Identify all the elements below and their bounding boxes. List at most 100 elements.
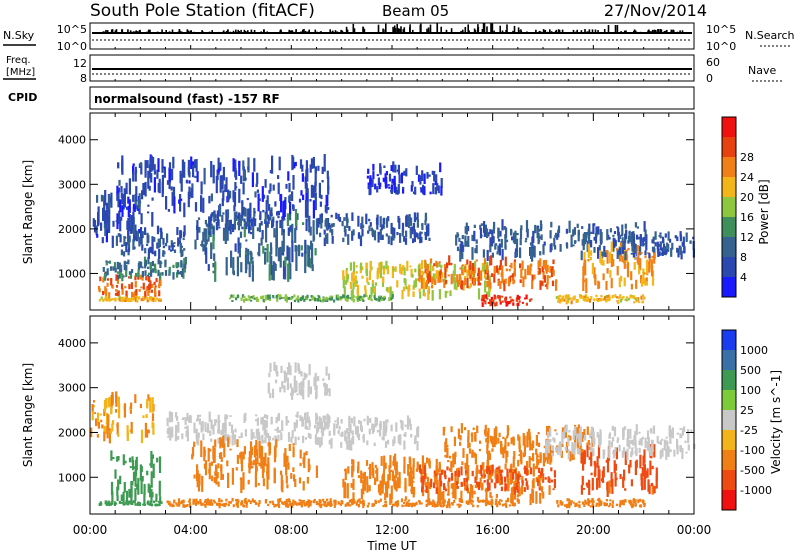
heatmap-cell (152, 157, 155, 170)
heatmap-cell (248, 212, 251, 222)
heatmap-cell (650, 482, 653, 487)
heatmap-cell (180, 250, 183, 257)
heatmap-cell (275, 379, 278, 384)
heatmap-cell (427, 227, 430, 237)
heatmap-cell (484, 469, 487, 472)
heatmap-cell (106, 412, 109, 423)
heatmap-cell (129, 501, 132, 504)
heatmap-cell (97, 422, 100, 429)
heatmap-cell (438, 467, 441, 472)
heatmap-cell (339, 297, 342, 301)
heatmap-cell (190, 187, 193, 198)
heatmap-cell (644, 278, 647, 286)
nsky-spike (501, 30, 504, 33)
heatmap-cell (403, 440, 406, 450)
heatmap-cell (512, 436, 515, 442)
heatmap-cell (516, 233, 519, 236)
heatmap-cell (613, 243, 616, 248)
heatmap-cell (574, 504, 577, 507)
heatmap-cell (217, 422, 220, 434)
nsky-spike (211, 30, 213, 33)
heatmap-cell (323, 382, 326, 387)
heatmap-cell (158, 480, 161, 496)
heatmap-cell (91, 404, 94, 421)
heatmap-cell (217, 463, 220, 469)
heatmap-cell (456, 485, 459, 489)
heatmap-cell (148, 283, 151, 289)
heatmap-cell (116, 423, 119, 428)
heatmap-cell (382, 505, 385, 508)
heatmap-cell (546, 282, 549, 290)
heatmap-cell (302, 378, 305, 388)
nsky-spike (427, 27, 430, 33)
nsky-spike (420, 23, 422, 33)
heatmap-cell (441, 469, 444, 475)
heatmap-cell (425, 486, 428, 493)
heatmap-cell (341, 431, 344, 437)
heatmap-cell (456, 468, 459, 476)
heatmap-cell (264, 295, 267, 298)
heatmap-cell (258, 198, 261, 201)
heatmap-cell (255, 457, 258, 475)
heatmap-cell (383, 165, 386, 168)
heatmap-cell (200, 502, 203, 506)
heatmap-cell (105, 262, 108, 266)
heatmap-cell (159, 501, 162, 504)
heatmap-cell (317, 503, 320, 505)
heatmap-cell (171, 168, 174, 181)
heatmap-cell (242, 182, 245, 195)
heatmap-cell (464, 462, 467, 470)
heatmap-cell (124, 236, 127, 239)
heatmap-cell (590, 296, 593, 300)
heatmap-cell (405, 230, 408, 238)
heatmap-cell (151, 297, 154, 300)
heatmap-cell (352, 229, 355, 236)
heatmap-cell (617, 437, 620, 441)
heatmap-cell (611, 478, 614, 494)
heatmap-cell (182, 499, 185, 504)
heatmap-cell (681, 447, 684, 460)
heatmap-cell (274, 504, 277, 507)
heatmap-cell (144, 270, 147, 276)
heatmap-cell (357, 503, 360, 507)
heatmap-cell (484, 300, 487, 305)
heatmap-cell (548, 478, 551, 484)
heatmap-cell (458, 237, 461, 242)
heatmap-cell (615, 296, 619, 299)
heatmap-cell (278, 156, 281, 171)
heatmap-cell (166, 233, 169, 243)
heatmap-cell (431, 503, 434, 507)
heatmap-cell (229, 415, 232, 417)
heatmap-cell (581, 501, 585, 505)
heatmap-cell (387, 474, 390, 489)
heatmap-cell (486, 280, 489, 288)
heatmap-cell (689, 240, 692, 244)
heatmap-cell (618, 444, 621, 452)
heatmap-cell (103, 210, 106, 228)
heatmap-cell (264, 436, 267, 444)
heatmap-cell (653, 486, 656, 494)
heatmap-cell (535, 477, 538, 483)
heatmap-cell (564, 294, 567, 299)
heatmap-cell (321, 180, 324, 183)
heatmap-cell (216, 502, 219, 506)
heatmap-cell (295, 251, 298, 271)
heatmap-cell (450, 483, 453, 489)
heatmap-cell (601, 251, 604, 259)
heatmap-cell (587, 502, 590, 507)
heatmap-cell (650, 428, 653, 434)
heatmap-cell (620, 242, 623, 257)
heatmap-cell (454, 484, 457, 500)
heatmap-cell (410, 467, 413, 482)
heatmap-cell (352, 459, 355, 472)
heatmap-cell (299, 159, 303, 169)
heatmap-cell (314, 182, 317, 193)
heatmap-cell (116, 275, 119, 284)
heatmap-cell (294, 244, 297, 252)
heatmap-cell (285, 183, 288, 189)
heatmap-cell (243, 446, 246, 455)
heatmap-cell (365, 294, 368, 297)
heatmap-cell (153, 164, 156, 172)
heatmap-cell (495, 301, 498, 306)
heatmap-cell (352, 280, 355, 290)
